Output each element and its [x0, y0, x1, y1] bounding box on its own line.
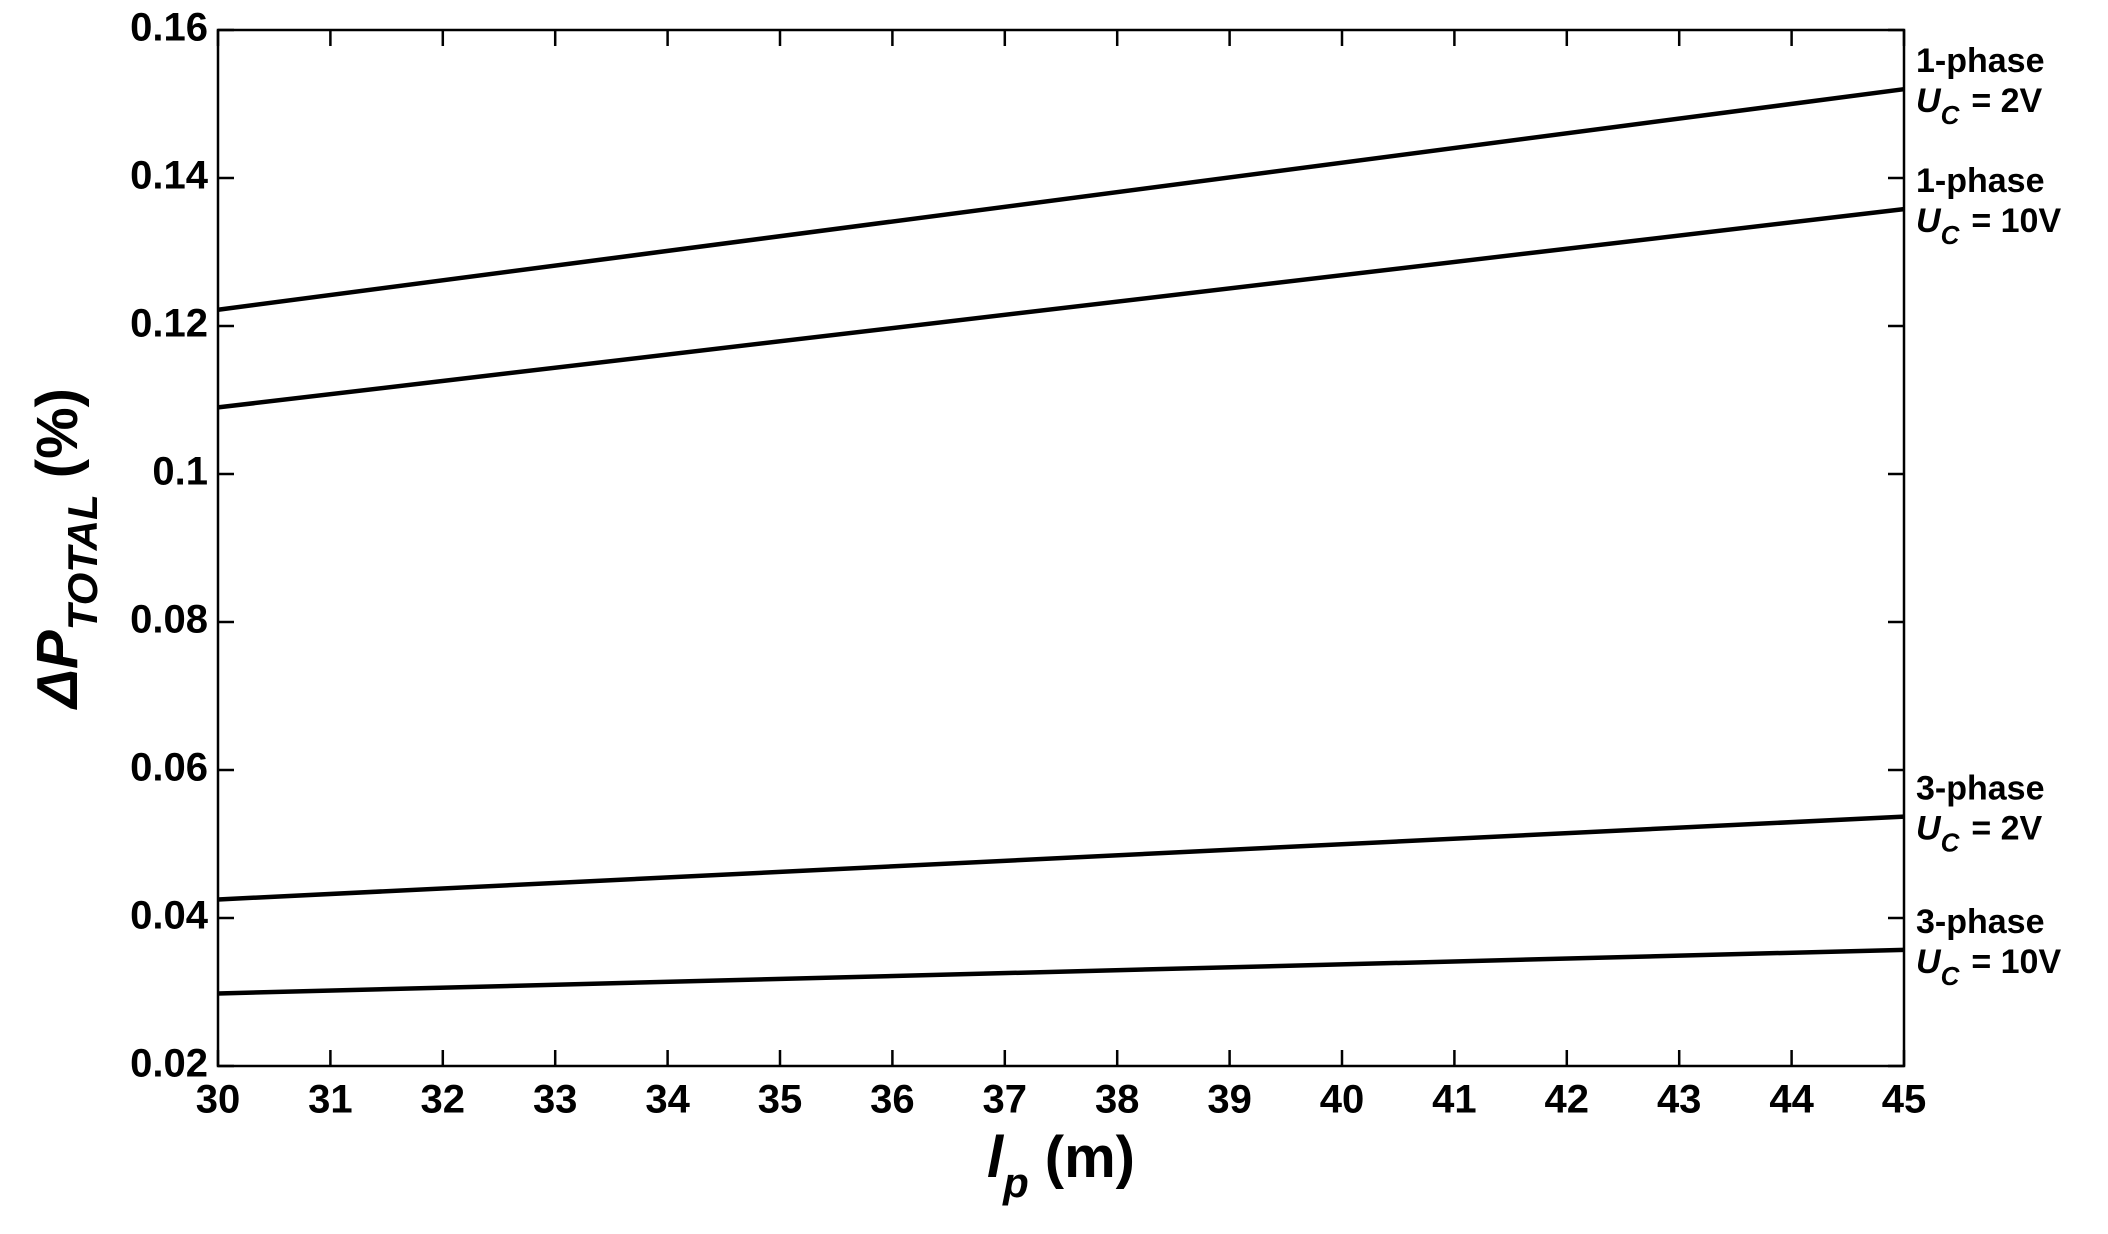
x-tick-label: 42 — [1545, 1078, 1590, 1122]
x-tick-label: 38 — [1095, 1078, 1140, 1122]
series-line — [217, 814, 1905, 902]
condition-symbol: U — [1916, 810, 1942, 848]
x-tick-label: 37 — [983, 1078, 1028, 1122]
series-label: 1-phase — [1916, 162, 2045, 200]
x-tick-label: 41 — [1432, 1078, 1477, 1122]
y-tick-label: 0.16 — [130, 6, 208, 50]
y-label-subscript: TOTAL — [59, 494, 106, 630]
x-tick-label: 39 — [1207, 1078, 1252, 1122]
series-condition: UC = 10V — [1916, 202, 2061, 250]
series-line — [217, 86, 1905, 312]
x-tick-label: 34 — [645, 1078, 690, 1122]
y-tick-label: 0.02 — [130, 1042, 208, 1086]
y-tick-label: 0.1 — [152, 450, 208, 494]
condition-symbol: U — [1916, 943, 1942, 981]
condition-symbol: U — [1916, 202, 1942, 240]
condition-text: = 10V — [1971, 943, 2061, 981]
condition-subscript: C — [1941, 100, 1961, 130]
x-tick-label: 35 — [758, 1078, 803, 1122]
condition-symbol: U — [1916, 82, 1942, 120]
x-label-subscript: p — [1002, 1159, 1029, 1206]
x-axis-label: lp (m) — [987, 1125, 1135, 1206]
x-tick-label: 33 — [533, 1078, 578, 1122]
x-tick-label: 44 — [1769, 1078, 1814, 1122]
x-label-symbol: l — [987, 1125, 1005, 1190]
x-tick-label: 30 — [196, 1078, 241, 1122]
x-tick-label: 36 — [870, 1078, 915, 1122]
x-label-unit: (m) — [1045, 1125, 1135, 1190]
series-condition: UC = 10V — [1916, 943, 2061, 991]
y-tick-label: 0.06 — [130, 746, 208, 790]
y-tick-label: 0.04 — [130, 894, 209, 938]
condition-subscript: C — [1941, 961, 1961, 991]
condition-subscript: C — [1941, 220, 1961, 250]
series-condition: UC = 2V — [1916, 82, 2043, 130]
series-label: 3-phase — [1916, 903, 2045, 941]
x-tick-label: 45 — [1882, 1078, 1927, 1122]
plot-frame — [216, 28, 1906, 1068]
y-axis-label: ΔPTOTAL (%) — [25, 388, 106, 710]
series-label: 3-phase — [1916, 770, 2045, 808]
y-label-unit: (%) — [25, 388, 90, 478]
series-label: 1-phase — [1916, 42, 2045, 80]
x-tick-label: 40 — [1320, 1078, 1365, 1122]
x-tick-label: 43 — [1657, 1078, 1702, 1122]
x-tick-label: 31 — [308, 1078, 353, 1122]
y-label-symbol: ΔP — [25, 630, 90, 710]
condition-text: = 10V — [1971, 202, 2061, 240]
y-tick-label: 0.08 — [130, 598, 208, 642]
condition-subscript: C — [1941, 827, 1961, 857]
series-line — [217, 206, 1905, 410]
condition-text: = 2V — [1971, 810, 2042, 848]
y-tick-label: 0.12 — [130, 302, 208, 346]
condition-text: = 2V — [1971, 82, 2042, 120]
series-condition: UC = 2V — [1916, 810, 2043, 858]
series-line — [217, 947, 1905, 996]
y-tick-label: 0.14 — [130, 154, 209, 198]
x-tick-label: 32 — [421, 1078, 466, 1122]
